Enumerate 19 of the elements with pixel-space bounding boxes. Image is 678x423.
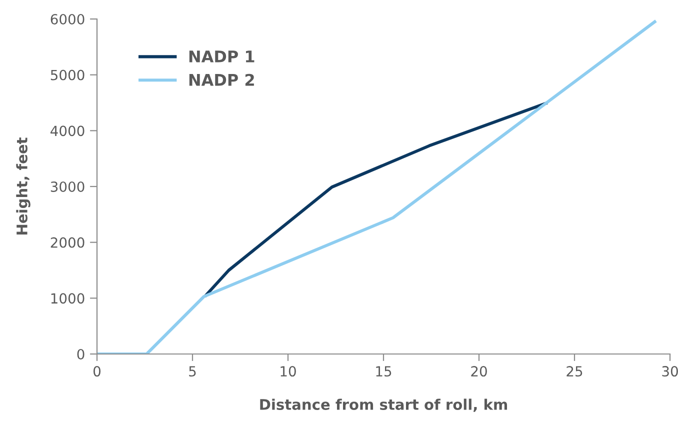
- x-tick-label: 30: [662, 366, 678, 377]
- x-tick-label: 25: [566, 366, 582, 377]
- y-tick-label: 6000: [50, 14, 84, 24]
- x-axis-title: Distance from start of roll, km: [260, 398, 508, 412]
- legend-label: NADP 1: [189, 50, 254, 62]
- x-tick-label: 5: [189, 366, 196, 377]
- y-axis-title: Height, feet: [16, 138, 30, 234]
- x-tick-label: 20: [471, 366, 487, 377]
- y-tick-label: 1000: [51, 293, 84, 304]
- line-series: [204, 102, 548, 297]
- y-tick-label: 0: [77, 348, 84, 360]
- y-tick-label: 5000: [50, 70, 84, 80]
- x-tick-label: 10: [280, 366, 296, 377]
- y-tick-label: 4000: [50, 126, 84, 136]
- legend-label: NADP 2: [189, 74, 254, 86]
- y-tick-label: 3000: [50, 181, 84, 192]
- x-tick-label: 15: [376, 366, 392, 377]
- x-tick-label: 0: [93, 366, 100, 377]
- y-tick-label: 2000: [50, 237, 84, 248]
